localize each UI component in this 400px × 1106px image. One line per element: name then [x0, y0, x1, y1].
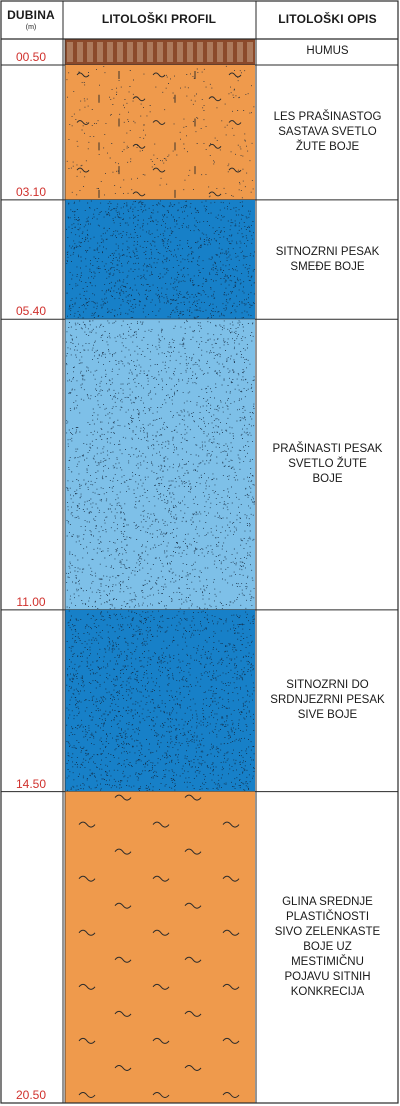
layer-fill-rect: [65, 791, 255, 1103]
depth-label: 11.00: [16, 594, 46, 609]
layer-description: SITNOZRNI PESAK SMEĐE BOJE: [275, 245, 380, 273]
depth-label: 05.40: [15, 304, 47, 319]
description-header: LITOLOŠKI OPIS: [257, 0, 398, 38]
loess-symbols: [76, 70, 242, 198]
layer-fill-rect: [65, 199, 255, 320]
depth-header-label: DUBINA: [7, 7, 55, 22]
sand-dots: [66, 200, 255, 319]
depth-label: 14.50: [15, 776, 47, 791]
depth-label: 03.10: [15, 184, 47, 199]
profile-header-label: LITOLOŠKI PROFIL: [101, 12, 217, 26]
layer-sand-light-fill: [65, 319, 255, 610]
description-header-label: LITOLOŠKI OPIS: [278, 12, 377, 26]
sand-dots: [66, 319, 255, 610]
layer-fill-rect: [65, 64, 255, 200]
depth-label: 20.50: [15, 1088, 47, 1102]
layer-humus-fill: [65, 39, 255, 65]
sand-dots: [66, 610, 255, 792]
layer-description: LES PRAŠINASTOG SASTAVA SVETLO ŽUTE BOJE: [273, 110, 382, 153]
layer-sand-dense-fill: [65, 199, 255, 320]
clay-symbols: [78, 794, 240, 1098]
layer-description: PRAŠINASTI PESAK SVETLO ŽUTE BOJE: [272, 443, 383, 486]
layer-description: HUMUS: [306, 45, 349, 58]
layer-fill-rect: [65, 609, 255, 792]
layer-loess-fill: [65, 64, 255, 200]
humus-hatch: [67, 42, 253, 62]
profile-header: LITOLOŠKI PROFIL: [63, 0, 255, 38]
depth-label: 00.50: [15, 49, 47, 64]
depth-header: DUBINA (m): [0, 0, 62, 38]
sand-dots: [66, 65, 255, 199]
layer-sand-dense-fill: [65, 609, 255, 792]
layer-clay-fill: [65, 791, 255, 1103]
layer-description: SITNOZRNI DO SRDNJEZRNI PESAK SIVE BOJE: [270, 679, 385, 722]
layer-description: GLINA SREDNJE PLASTIČNOSTI SIVO ZELENKAS…: [274, 895, 381, 998]
depth-unit-label: (m): [25, 23, 37, 31]
layer-fill-rect: [65, 319, 255, 610]
